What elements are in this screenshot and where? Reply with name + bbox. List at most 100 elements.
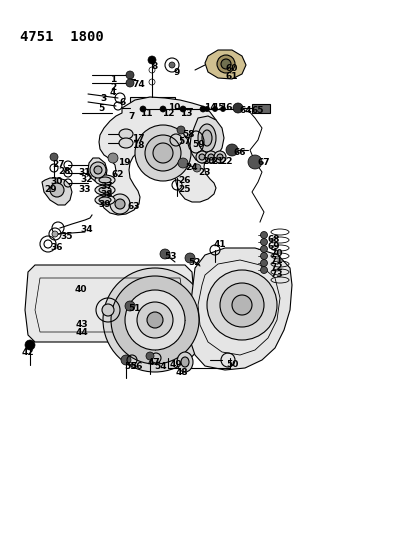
Text: 74: 74	[132, 80, 145, 89]
Circle shape	[213, 107, 217, 111]
Text: 51: 51	[128, 304, 140, 313]
Text: 30: 30	[50, 177, 62, 186]
Text: 22: 22	[220, 157, 233, 166]
Circle shape	[232, 295, 252, 315]
Text: 16: 16	[220, 103, 233, 112]
Text: 19: 19	[118, 158, 131, 167]
Text: 27: 27	[52, 160, 64, 169]
Text: 44: 44	[76, 328, 89, 337]
Circle shape	[125, 301, 135, 311]
Text: 69: 69	[268, 242, 281, 251]
Text: 49: 49	[170, 360, 183, 369]
Text: 15: 15	[212, 103, 224, 112]
Text: 24: 24	[185, 163, 197, 172]
Text: 8: 8	[152, 62, 158, 71]
Ellipse shape	[202, 130, 212, 146]
Circle shape	[25, 340, 35, 350]
Text: 40: 40	[75, 285, 87, 294]
Polygon shape	[190, 116, 224, 163]
Text: 9: 9	[174, 68, 180, 77]
Text: 38: 38	[100, 190, 113, 199]
Circle shape	[115, 199, 125, 209]
Circle shape	[177, 126, 185, 134]
Text: 67: 67	[258, 158, 271, 167]
Circle shape	[226, 144, 238, 156]
Circle shape	[147, 312, 163, 328]
Text: 48: 48	[176, 368, 188, 377]
Text: 25: 25	[178, 185, 191, 194]
Text: 31: 31	[78, 168, 91, 177]
Text: 65: 65	[252, 106, 264, 115]
Text: 60: 60	[226, 64, 238, 73]
Circle shape	[103, 268, 207, 372]
Circle shape	[153, 143, 173, 163]
Text: 62: 62	[112, 170, 124, 179]
Polygon shape	[42, 178, 72, 205]
Circle shape	[102, 304, 114, 316]
Circle shape	[220, 283, 264, 327]
Circle shape	[121, 355, 131, 365]
FancyBboxPatch shape	[130, 97, 175, 119]
Circle shape	[260, 266, 268, 273]
Text: 64: 64	[240, 106, 253, 115]
Text: 4: 4	[110, 88, 116, 97]
Text: 53: 53	[164, 252, 177, 261]
Text: 35: 35	[60, 232, 73, 241]
Circle shape	[204, 107, 209, 111]
Text: 43: 43	[76, 320, 89, 329]
Ellipse shape	[95, 175, 115, 185]
Circle shape	[185, 253, 195, 263]
Polygon shape	[190, 248, 292, 370]
Circle shape	[108, 153, 118, 163]
Text: 23: 23	[198, 168, 211, 177]
Ellipse shape	[119, 138, 133, 148]
Text: 10: 10	[168, 103, 180, 112]
Circle shape	[233, 103, 243, 113]
Circle shape	[208, 154, 214, 160]
Text: 66: 66	[234, 148, 246, 157]
Circle shape	[160, 106, 166, 112]
Text: 33: 33	[78, 185, 91, 194]
Polygon shape	[99, 97, 218, 215]
Text: 12: 12	[162, 109, 175, 118]
Text: 73: 73	[270, 270, 283, 279]
Ellipse shape	[99, 187, 111, 193]
Text: 34: 34	[80, 225, 93, 234]
Text: 11: 11	[140, 109, 153, 118]
Circle shape	[126, 79, 134, 87]
Text: 32: 32	[80, 175, 93, 184]
Text: 52: 52	[188, 258, 200, 267]
Circle shape	[137, 302, 173, 338]
Text: 56: 56	[130, 362, 142, 371]
Text: 18: 18	[132, 141, 144, 150]
Circle shape	[111, 276, 199, 364]
Circle shape	[178, 158, 188, 168]
Text: 4751  1800: 4751 1800	[20, 30, 104, 44]
Circle shape	[205, 151, 217, 163]
Circle shape	[260, 231, 268, 238]
Circle shape	[148, 56, 156, 64]
Ellipse shape	[95, 185, 115, 195]
Text: 57: 57	[178, 137, 191, 146]
Text: 50: 50	[226, 360, 238, 369]
Text: 17: 17	[132, 134, 144, 143]
Text: 72: 72	[270, 263, 283, 272]
Text: 3: 3	[100, 94, 106, 103]
Polygon shape	[205, 50, 246, 79]
Text: 6: 6	[120, 98, 126, 107]
Text: 63: 63	[128, 202, 140, 211]
Ellipse shape	[119, 129, 133, 139]
Circle shape	[248, 155, 262, 169]
Circle shape	[94, 166, 102, 174]
Circle shape	[126, 71, 134, 79]
Circle shape	[260, 238, 268, 246]
Ellipse shape	[198, 124, 216, 152]
Text: 54: 54	[154, 362, 166, 371]
Ellipse shape	[181, 357, 189, 367]
Text: 61: 61	[226, 72, 239, 81]
Circle shape	[260, 260, 268, 266]
Text: 37: 37	[100, 182, 113, 191]
Circle shape	[220, 107, 226, 111]
Text: 7: 7	[128, 112, 134, 121]
Text: 68: 68	[268, 235, 281, 244]
